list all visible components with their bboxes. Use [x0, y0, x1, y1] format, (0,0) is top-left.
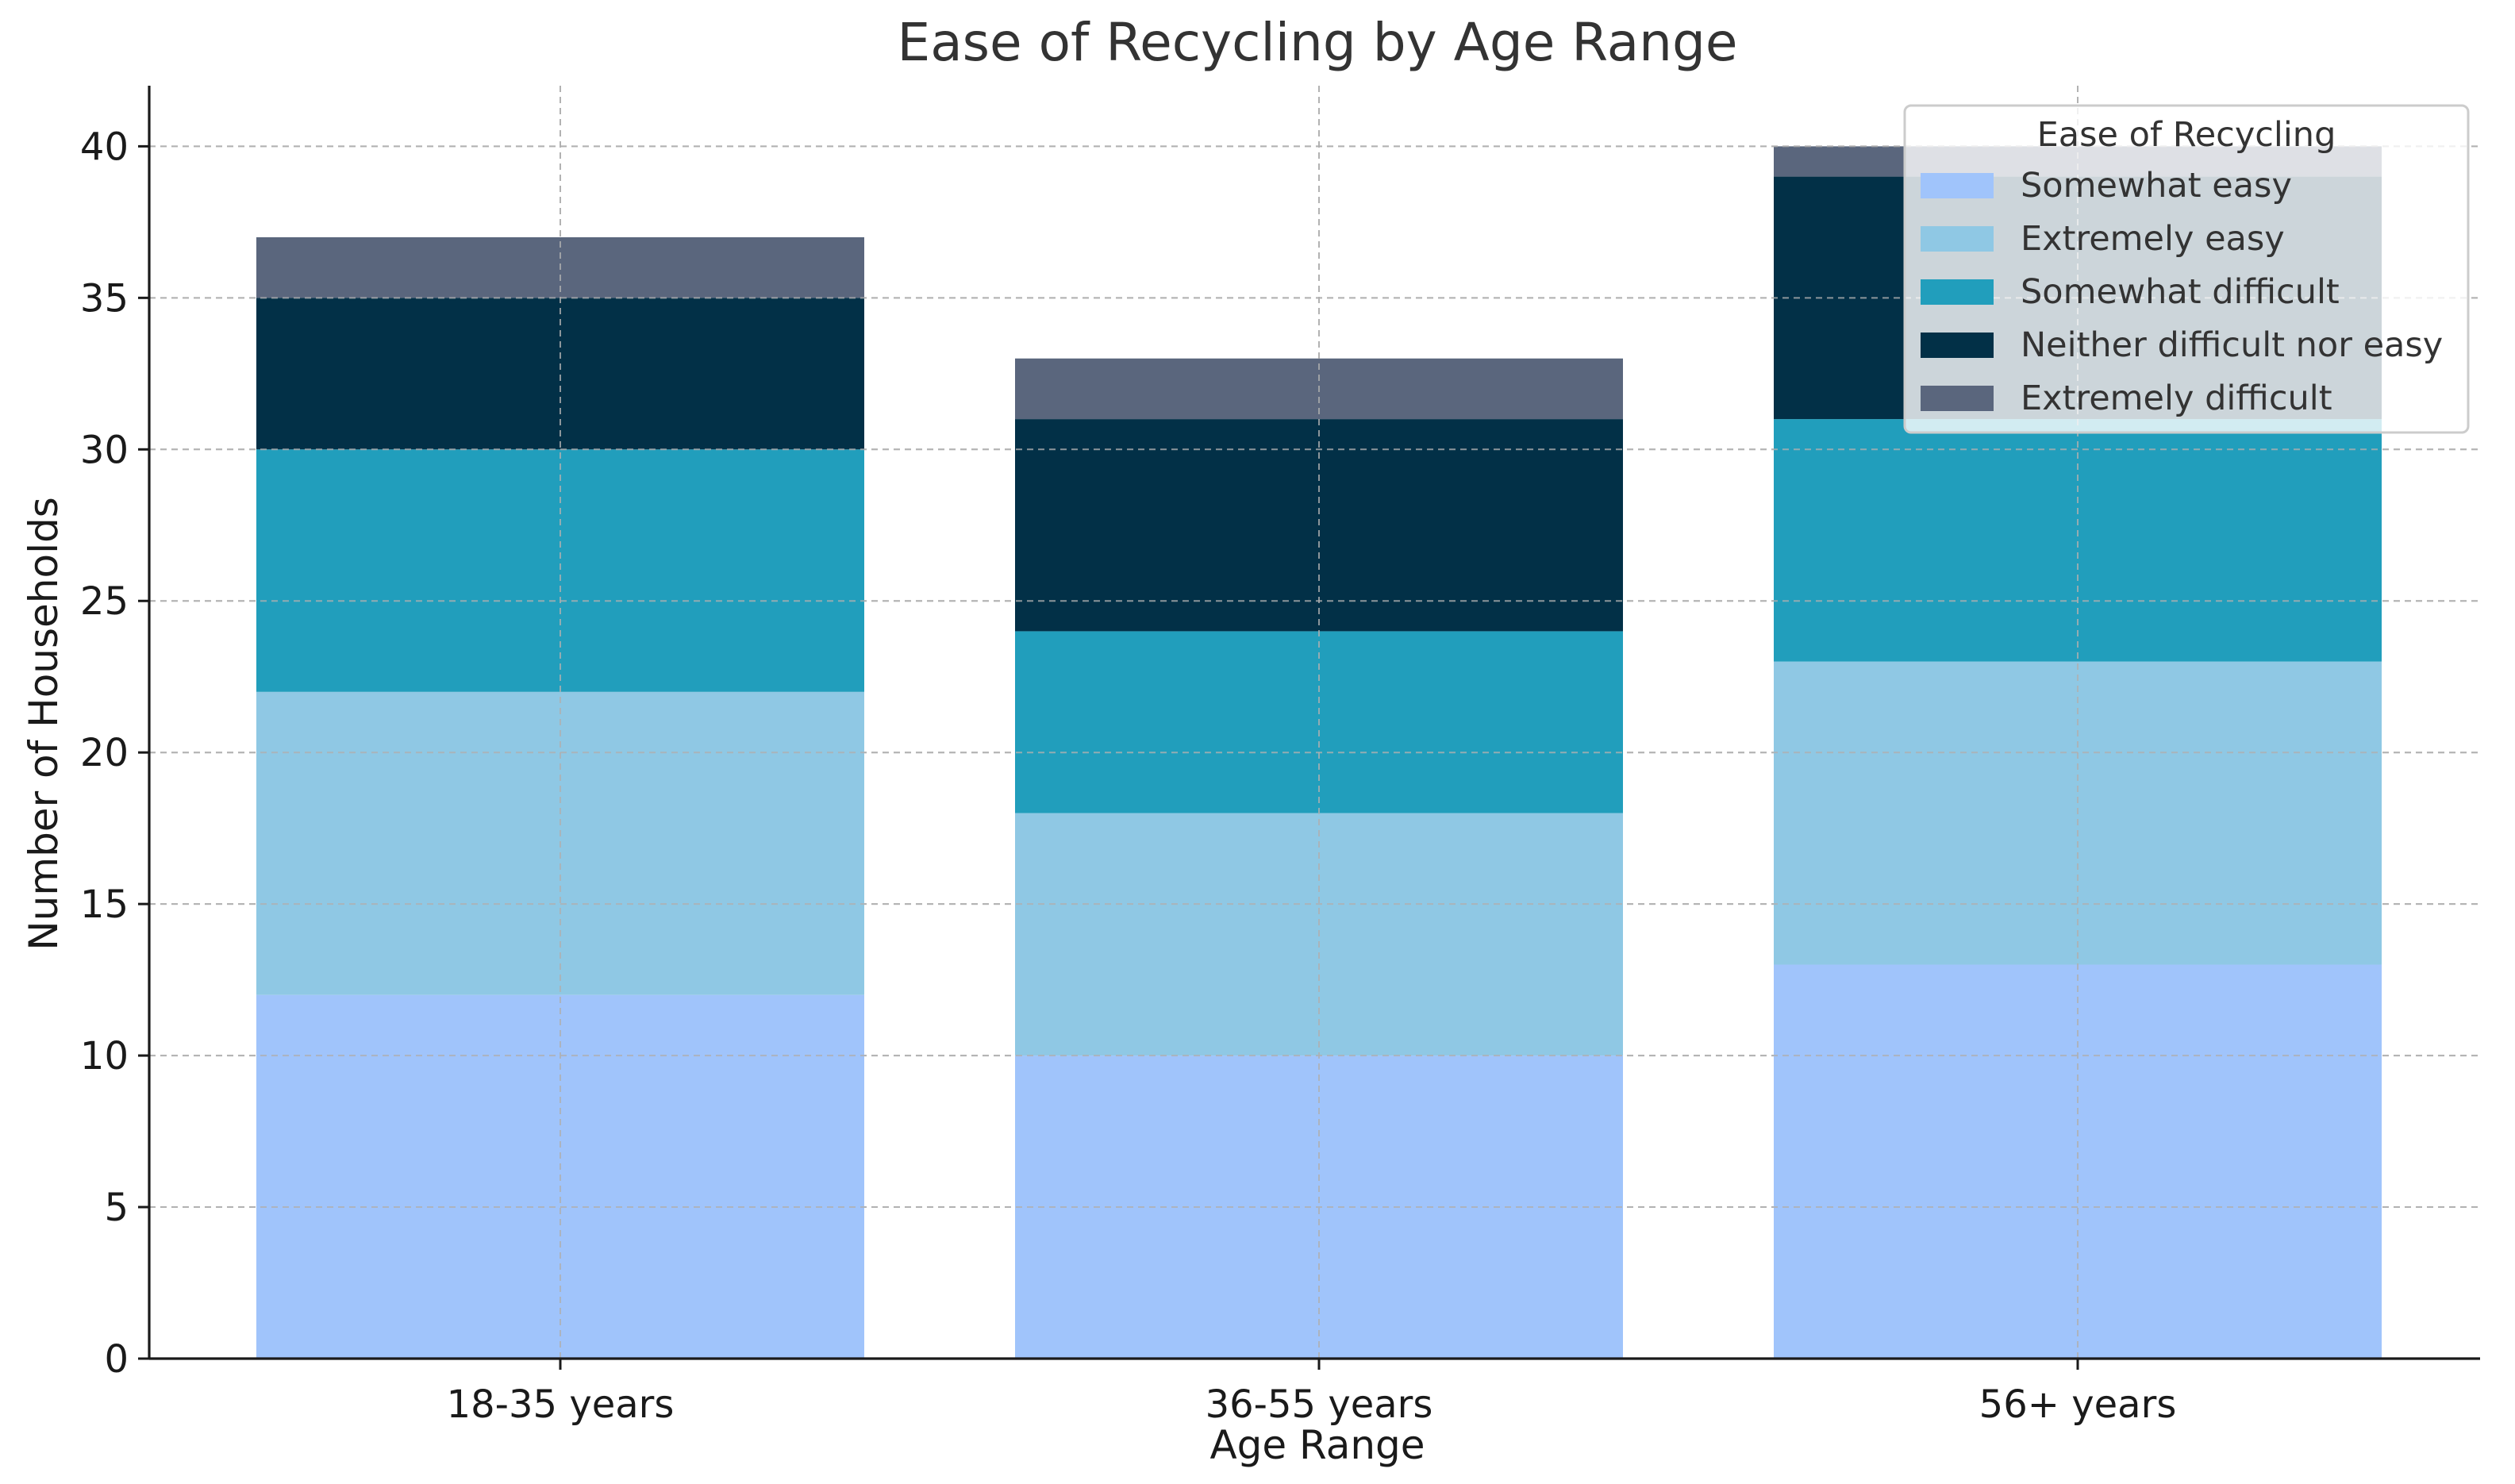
y-tick-label: 15 [80, 882, 129, 927]
legend-swatch-somewhat-easy [1921, 173, 1994, 198]
legend-swatch-extremely-easy [1921, 226, 1994, 252]
legend-swatch-somewhat-difficult [1921, 279, 1994, 305]
y-tick-label: 30 [80, 428, 129, 472]
legend-label-neither-difficult-nor-easy: Neither difficult nor easy [2021, 325, 2443, 365]
legend-title: Ease of Recycling [2037, 115, 2336, 155]
legend-box [1903, 104, 2470, 434]
x-axis-title: Age Range [1209, 1422, 1425, 1468]
y-axis-title: Number of Households [21, 497, 67, 950]
legend-items: Somewhat easy Extremely easy Somewhat diff… [1921, 166, 2443, 418]
y-tick-label: 35 [80, 276, 129, 321]
legend-label-somewhat-difficult: Somewhat difficult [2021, 272, 2340, 312]
y-tick-label: 40 [80, 125, 129, 169]
legend: Ease of Recycling Somewhat easy Extremely… [1903, 104, 2470, 434]
legend-label-extremely-easy: Extremely easy [2021, 219, 2285, 259]
x-tick-label: 56+ years [1979, 1382, 2177, 1427]
chart-title: Ease of Recycling by Age Range [898, 12, 1738, 73]
y-tick-label: 0 [104, 1337, 129, 1382]
x-tick-label: 36-55 years [1206, 1382, 1433, 1427]
legend-swatch-neither-difficult-nor-easy [1921, 333, 1994, 358]
legend-label-somewhat-easy: Somewhat easy [2021, 166, 2292, 206]
y-tick-label: 10 [80, 1034, 129, 1078]
x-tick-label: 18-35 years [447, 1382, 675, 1427]
legend-swatch-extremely-difficult [1921, 386, 1994, 411]
y-tick-label: 25 [80, 579, 129, 624]
axes-layer: 0 5 10 15 20 25 30 35 40 18-35 years 36-55 years 56… [80, 86, 2480, 1427]
y-tick-label: 5 [104, 1186, 129, 1230]
legend-label-extremely-difficult: Extremely difficult [2021, 379, 2332, 418]
y-tick-label: 20 [80, 731, 129, 775]
